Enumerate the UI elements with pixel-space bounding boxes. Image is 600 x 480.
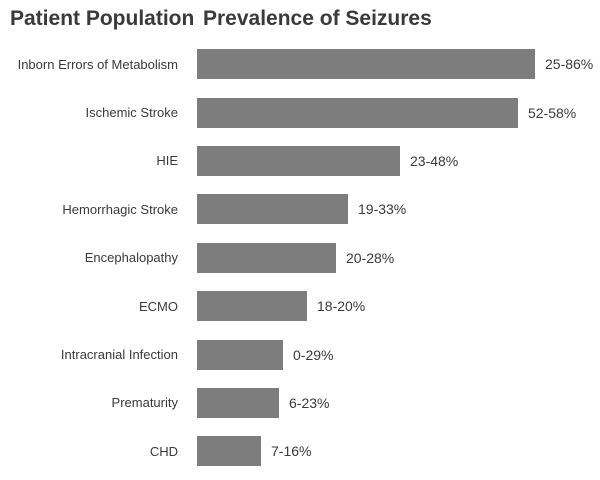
category-label: Inborn Errors of Metabolism bbox=[17, 56, 178, 72]
chart-row: Ischemic Stroke 52-58% bbox=[0, 88, 600, 136]
value-label: 23-48% bbox=[410, 152, 459, 169]
chart-row: ECMO 18-20% bbox=[0, 282, 600, 330]
bar bbox=[197, 291, 307, 322]
category-label: Encephalopathy bbox=[84, 250, 178, 266]
value-label: 0-29% bbox=[293, 346, 334, 363]
chart-row: Intracranial Infection 0-29% bbox=[0, 330, 600, 378]
value-label: 25-86% bbox=[545, 56, 594, 73]
chart-row: CHD 7-16% bbox=[0, 427, 600, 475]
value-label: 7-16% bbox=[271, 443, 312, 460]
bar bbox=[197, 49, 535, 80]
category-label: Intracranial Infection bbox=[60, 347, 178, 363]
bar bbox=[197, 97, 518, 128]
chart-row: Prematurity 6-23% bbox=[0, 379, 600, 427]
category-label: Prematurity bbox=[111, 395, 178, 411]
bar-chart-rows: Inborn Errors of Metabolism 25-86% Ische… bbox=[0, 40, 600, 476]
bar bbox=[197, 387, 279, 418]
chart-row: HIE 23-48% bbox=[0, 137, 600, 185]
bar bbox=[197, 242, 336, 273]
chart-row: Inborn Errors of Metabolism 25-86% bbox=[0, 40, 600, 88]
column-header-prevalence-of-seizures: Prevalence of Seizures bbox=[203, 7, 432, 30]
category-label: ECMO bbox=[139, 298, 178, 314]
value-label: 19-33% bbox=[358, 201, 407, 218]
value-label: 52-58% bbox=[528, 104, 577, 121]
column-header-patient-population: Patient Population bbox=[10, 7, 195, 30]
chart-row: Encephalopathy 20-28% bbox=[0, 234, 600, 282]
value-label: 20-28% bbox=[346, 249, 395, 266]
category-label: HIE bbox=[156, 153, 178, 169]
bar bbox=[197, 339, 283, 370]
value-label: 18-20% bbox=[317, 298, 366, 315]
category-label: CHD bbox=[149, 443, 178, 459]
value-label: 6-23% bbox=[289, 394, 330, 411]
bar bbox=[197, 436, 261, 467]
category-label: Ischemic Stroke bbox=[85, 105, 178, 121]
category-label: Hemorrhagic Stroke bbox=[62, 201, 178, 217]
bar bbox=[197, 194, 348, 225]
bar bbox=[197, 145, 400, 176]
chart-row: Hemorrhagic Stroke 19-33% bbox=[0, 185, 600, 233]
